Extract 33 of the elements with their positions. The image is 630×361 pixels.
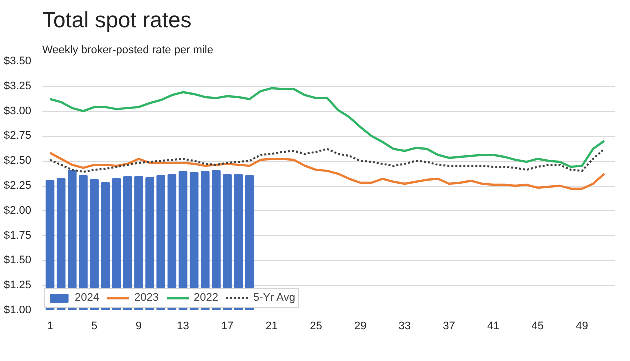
- x-tick-label: 13: [177, 320, 190, 332]
- y-tick-label: $3.00: [4, 105, 32, 118]
- y-tick-label: $2.50: [4, 155, 32, 168]
- x-tick-label: 9: [136, 320, 142, 332]
- x-tick-label: 1: [47, 320, 54, 332]
- x-tick-label: 45: [532, 320, 544, 332]
- x-tick-label: 49: [576, 320, 588, 332]
- x-tick-label: 41: [487, 320, 500, 332]
- x-tick-label: 29: [354, 320, 367, 332]
- x-tick-label: 25: [310, 320, 322, 332]
- legend-label: 2022: [194, 292, 218, 304]
- line-series: [49, 152, 606, 190]
- line-series: [49, 87, 606, 168]
- chart-title: Total spot rates: [42, 8, 192, 32]
- y-tick-label: $2.00: [4, 204, 32, 217]
- y-tick-label: $1.50: [4, 254, 32, 267]
- y-tick-label: $1.25: [4, 280, 32, 292]
- chart-subtitle: Weekly broker-posted rate per mile: [42, 44, 214, 56]
- y-tick-label: $1.00: [4, 304, 32, 316]
- y-tick-label: $2.25: [4, 180, 32, 192]
- y-tick-label: $2.75: [4, 130, 32, 142]
- legend-label: 5-Yr Avg: [253, 292, 296, 304]
- legend-label: 2023: [134, 292, 159, 304]
- y-tick-label: $1.75: [4, 230, 32, 242]
- x-tick-label: 17: [221, 320, 234, 332]
- legend-label: 2024: [75, 292, 100, 304]
- y-tick-label: $3.50: [4, 56, 32, 68]
- line-series: [49, 148, 606, 174]
- x-tick-label: 5: [92, 320, 98, 332]
- x-tick-label: 21: [266, 320, 278, 332]
- y-tick-label: $3.25: [4, 80, 32, 92]
- x-tick-label: 33: [398, 320, 412, 332]
- x-tick-label: 37: [443, 320, 456, 332]
